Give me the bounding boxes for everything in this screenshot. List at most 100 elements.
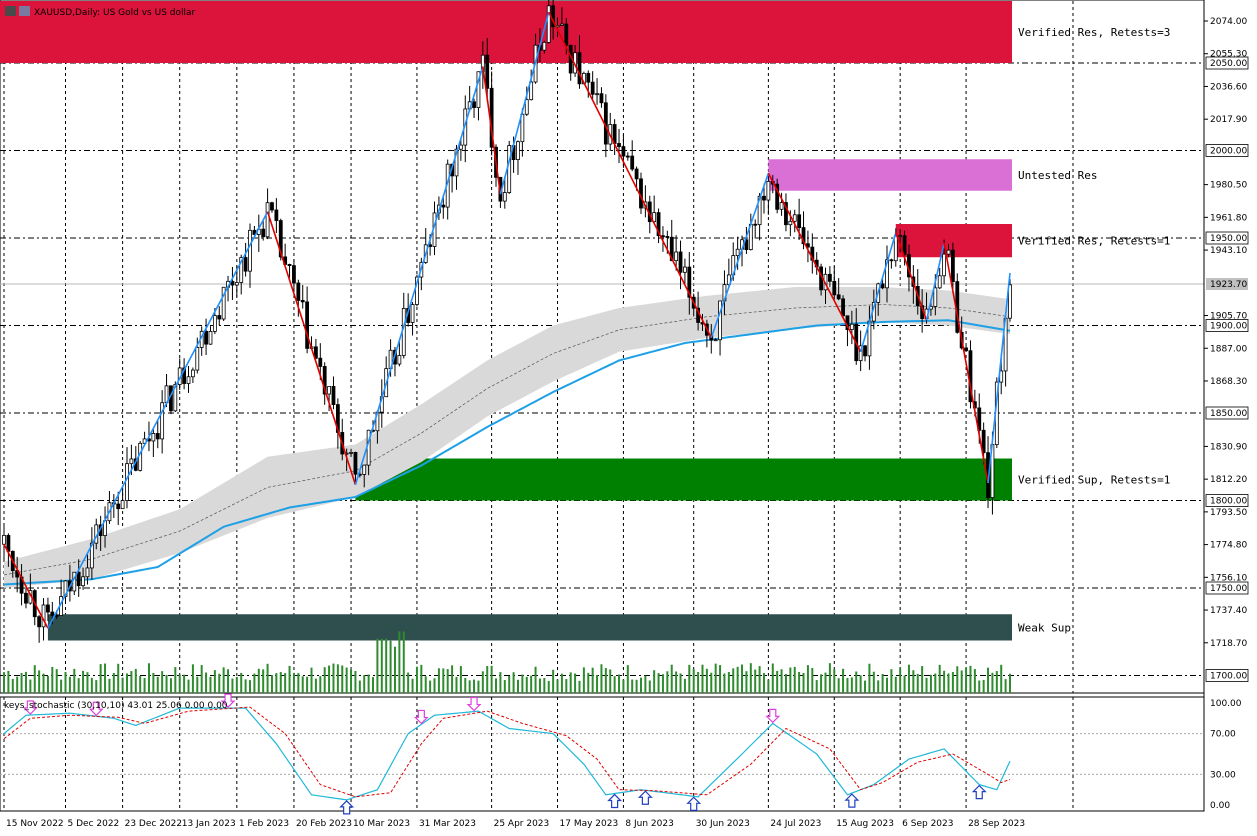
price-tick-label: 2036.60 [1210, 82, 1247, 92]
candle-body [665, 236, 670, 238]
candle-body [766, 181, 771, 201]
candle-body [314, 346, 318, 359]
volume-bar [565, 679, 568, 693]
volume-bar [231, 678, 234, 693]
volume-bar [279, 672, 282, 693]
candle-body [735, 248, 740, 257]
zigzag-segment [895, 232, 928, 321]
stoch-level-label: 70.00 [1210, 730, 1236, 740]
candle-body [125, 463, 129, 501]
stoch-down-arrow-icon [22, 700, 38, 715]
date-tick-label: 23 Dec 2022 [125, 819, 183, 829]
volume-bar [249, 680, 252, 693]
candle-body [50, 611, 55, 616]
candle-body [274, 209, 279, 221]
zone-box [768, 159, 1012, 191]
volume-bar [842, 668, 845, 693]
candle-body [599, 93, 604, 104]
candle-body [832, 280, 837, 296]
stoch-up-arrow-icon [637, 790, 653, 805]
candle-body [230, 280, 235, 286]
volume-bar [104, 663, 107, 693]
volume-bar [393, 646, 396, 693]
candle-body [792, 214, 797, 222]
ma-slow-line [3, 319, 1011, 586]
stoch-level-label: 0.00 [1210, 801, 1230, 811]
volume-bar [749, 663, 752, 693]
volume-bar [864, 680, 867, 693]
volume-bar [174, 667, 177, 693]
price-tick-label: 1830.90 [1210, 442, 1247, 452]
candle-body [784, 202, 788, 226]
volume-bar [574, 673, 577, 693]
chart-grid-icon[interactable] [5, 6, 16, 16]
volume-bar [675, 671, 678, 693]
volume-bar [710, 672, 713, 693]
candle-body [305, 301, 310, 349]
date-tick-label: 13 Jan 2023 [182, 819, 236, 829]
candle-body [243, 257, 248, 272]
volume-bar [530, 675, 533, 693]
candle-body [937, 275, 942, 289]
volume-bar [736, 666, 739, 693]
volume-bar [187, 679, 190, 693]
candle-body [678, 251, 683, 273]
candle-body [46, 604, 50, 613]
candle-body [524, 99, 529, 115]
volume-bar [723, 673, 726, 693]
candle-body [726, 274, 731, 286]
date-tick-label: 6 Sep 2023 [902, 819, 953, 829]
volume-bar [727, 672, 730, 693]
candle-body [173, 384, 178, 412]
price-tick-label: 1718.70 [1210, 639, 1247, 649]
zone-box [47, 614, 1013, 641]
candle-body [485, 54, 490, 89]
zigzag-segment [3, 543, 49, 629]
candle-body [195, 347, 200, 371]
candle-body [217, 315, 222, 320]
candle-body [221, 286, 226, 320]
volume-bar [872, 671, 875, 693]
candle-body [827, 273, 832, 282]
volume-bar [929, 674, 932, 693]
volume-bar [495, 678, 498, 693]
date-tick-label: 17 May 2023 [560, 819, 619, 829]
volume-bar [543, 678, 546, 693]
candle-body [502, 192, 507, 202]
candle-body [204, 330, 208, 345]
date-tick-label: 8 Jun 2023 [625, 819, 673, 829]
price-tick-label: 1756.10 [1210, 573, 1247, 583]
volume-bar [806, 665, 809, 693]
chart-type-icon[interactable] [19, 6, 30, 16]
round-level-label: 1800.00 [1210, 497, 1247, 507]
volume-bar [33, 665, 36, 693]
volume-bar [297, 673, 300, 693]
stoch-up-arrow-icon [339, 800, 355, 815]
price-tick-label: 2017.90 [1210, 115, 1247, 125]
candle-body [454, 148, 459, 177]
volume-bar [415, 666, 418, 693]
volume-bar [525, 676, 528, 693]
candle-body [234, 282, 239, 286]
volume-bar [499, 672, 502, 693]
candle-body [775, 183, 780, 210]
volume-bar [587, 672, 590, 693]
date-tick-label: 5 Dec 2022 [68, 819, 120, 829]
volume-bar [420, 664, 423, 693]
zone-box [355, 458, 1012, 501]
candle-body [239, 257, 244, 283]
volume-bar [679, 673, 682, 693]
volume-bar [389, 640, 392, 693]
stoch-level-label: 30.00 [1210, 770, 1236, 780]
zigzag-segment [767, 172, 862, 353]
zone-label: Verified Sup, Retests=1 [1018, 474, 1170, 487]
volume-bar [433, 678, 436, 693]
volume-bar [846, 677, 849, 693]
volume-bar [205, 672, 208, 693]
volume-bar [552, 669, 555, 693]
volume-bar [648, 680, 651, 693]
volume-bar [811, 668, 814, 693]
volume-bar [468, 680, 471, 693]
volume-bar [503, 680, 506, 693]
